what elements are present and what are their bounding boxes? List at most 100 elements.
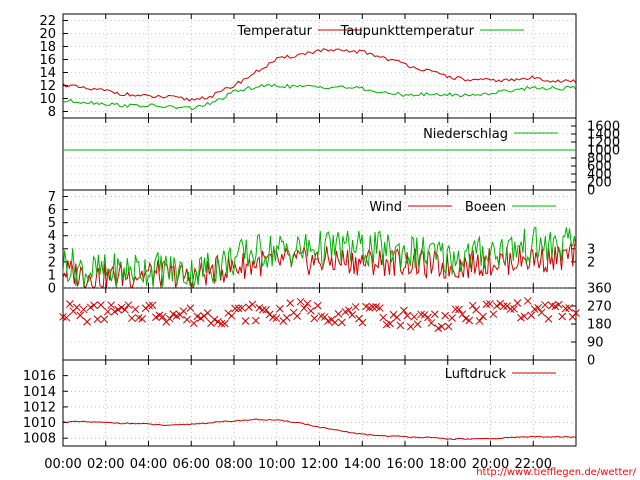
x-tick-label: 16:00 bbox=[386, 457, 423, 472]
y-tick-label: 1008 bbox=[23, 432, 56, 447]
y-tick-label: 1 bbox=[48, 268, 56, 283]
wind-direction-point bbox=[386, 319, 394, 328]
wind-direction-point bbox=[248, 300, 257, 309]
wind-direction-point bbox=[62, 313, 71, 322]
y-tick-label-right: 800 bbox=[587, 152, 612, 167]
x-tick-label: 06:00 bbox=[173, 457, 210, 472]
x-tick-label: 12:00 bbox=[301, 457, 338, 472]
y-tick-label-right: 400 bbox=[587, 168, 612, 183]
wind-direction-point bbox=[403, 311, 412, 320]
wind-direction-point bbox=[534, 303, 542, 312]
wind-direction-point bbox=[351, 303, 360, 311]
wind-direction-point bbox=[427, 319, 436, 327]
y-tick-label-right: 600 bbox=[587, 160, 612, 175]
wind-direction-point bbox=[100, 315, 109, 324]
y-tick-label: 22 bbox=[39, 14, 56, 29]
x-tick-label: 08:00 bbox=[215, 457, 252, 472]
wind-direction-point bbox=[72, 303, 81, 312]
wind-direction-point bbox=[210, 315, 219, 324]
y-tick-label-right: 360 bbox=[587, 282, 612, 297]
wind-direction-point bbox=[258, 305, 267, 314]
x-tick-label: 00:00 bbox=[44, 457, 81, 472]
wind-direction-point bbox=[448, 314, 456, 322]
wind-direction-point bbox=[262, 305, 270, 314]
y-tick-label: 12 bbox=[39, 79, 56, 94]
wind-direction-point bbox=[513, 299, 522, 307]
wind-direction-point bbox=[506, 305, 515, 313]
wind-direction-point bbox=[296, 297, 305, 306]
x-tick-label: 10:00 bbox=[258, 457, 295, 472]
wind-direction-point bbox=[83, 317, 91, 326]
y-tick-label: 14 bbox=[39, 66, 56, 81]
wind-direction-point bbox=[523, 297, 532, 305]
wind-direction-point bbox=[307, 307, 315, 315]
legend-label: Taupunkttemperatur bbox=[340, 24, 475, 39]
wind-direction-point bbox=[169, 310, 178, 318]
legend-label: Temperatur bbox=[236, 24, 312, 39]
y-tick-label-right: 270 bbox=[587, 300, 612, 315]
y-tick-label: 10 bbox=[39, 92, 56, 107]
chart-panel-4: 0 90 180 270 360 bbox=[59, 282, 612, 369]
y-tick-label: 8 bbox=[48, 105, 56, 120]
wind-direction-point bbox=[334, 309, 343, 318]
series-line bbox=[62, 226, 577, 289]
wind-direction-point bbox=[282, 313, 291, 322]
wind-direction-point bbox=[465, 316, 474, 325]
x-tick-label: 02:00 bbox=[87, 457, 124, 472]
wind-direction-point bbox=[410, 312, 419, 321]
y-tick-label: 6 bbox=[48, 203, 56, 218]
y-tick-label-right: 1200 bbox=[587, 136, 620, 151]
wind-direction-point bbox=[276, 304, 284, 313]
y-tick-label: 20 bbox=[39, 27, 56, 42]
y-tick-label-right: 1400 bbox=[587, 128, 620, 143]
wind-direction-point bbox=[441, 311, 450, 320]
y-tick-label: 0 bbox=[48, 282, 56, 297]
wind-direction-point bbox=[131, 305, 140, 314]
wind-direction-point bbox=[475, 317, 484, 325]
y-tick-label-right: 90 bbox=[587, 336, 604, 351]
wind-direction-point bbox=[220, 319, 229, 328]
wind-direction-point bbox=[492, 302, 501, 310]
wind-direction-point bbox=[231, 304, 240, 313]
y-tick-label: 1016 bbox=[23, 369, 56, 384]
y-tick-label-right: 1000 bbox=[587, 144, 620, 159]
wind-direction-point bbox=[558, 312, 567, 321]
wind-direction-point bbox=[186, 304, 195, 312]
wind-direction-point bbox=[265, 310, 274, 319]
wind-direction-point bbox=[179, 307, 188, 315]
wind-direction-point bbox=[355, 314, 363, 323]
y-tick-label-right: 0 bbox=[587, 354, 595, 369]
wind-direction-point bbox=[348, 311, 357, 319]
wind-direction-point bbox=[293, 312, 301, 320]
y-tick-label-right: 200 bbox=[587, 176, 612, 191]
wind-direction-point bbox=[572, 309, 580, 317]
wind-direction-point bbox=[128, 314, 136, 323]
wind-direction-point bbox=[482, 300, 491, 309]
wind-direction-point bbox=[455, 305, 463, 314]
wind-direction-point bbox=[196, 314, 205, 323]
wind-direction-point bbox=[241, 317, 250, 325]
wind-direction-point bbox=[90, 301, 98, 310]
wind-direction-point bbox=[227, 312, 236, 320]
y-tick-label: 1014 bbox=[23, 385, 56, 400]
wind-direction-point bbox=[424, 313, 432, 322]
wind-direction-point bbox=[251, 316, 260, 325]
wind-direction-point bbox=[86, 303, 95, 312]
y-tick-label: 2 bbox=[48, 255, 56, 270]
wind-direction-point bbox=[479, 312, 487, 321]
wind-direction-point bbox=[217, 319, 226, 328]
wind-direction-point bbox=[303, 299, 312, 308]
wind-direction-point bbox=[238, 304, 246, 312]
y-tick-label: 5 bbox=[48, 216, 56, 231]
wind-direction-point bbox=[369, 303, 377, 311]
wind-direction-point bbox=[338, 318, 346, 327]
series-line bbox=[62, 48, 577, 102]
wind-direction-point bbox=[93, 315, 102, 323]
wind-direction-point bbox=[124, 301, 133, 309]
wind-direction-point bbox=[399, 306, 408, 315]
wind-direction-point bbox=[486, 300, 494, 308]
